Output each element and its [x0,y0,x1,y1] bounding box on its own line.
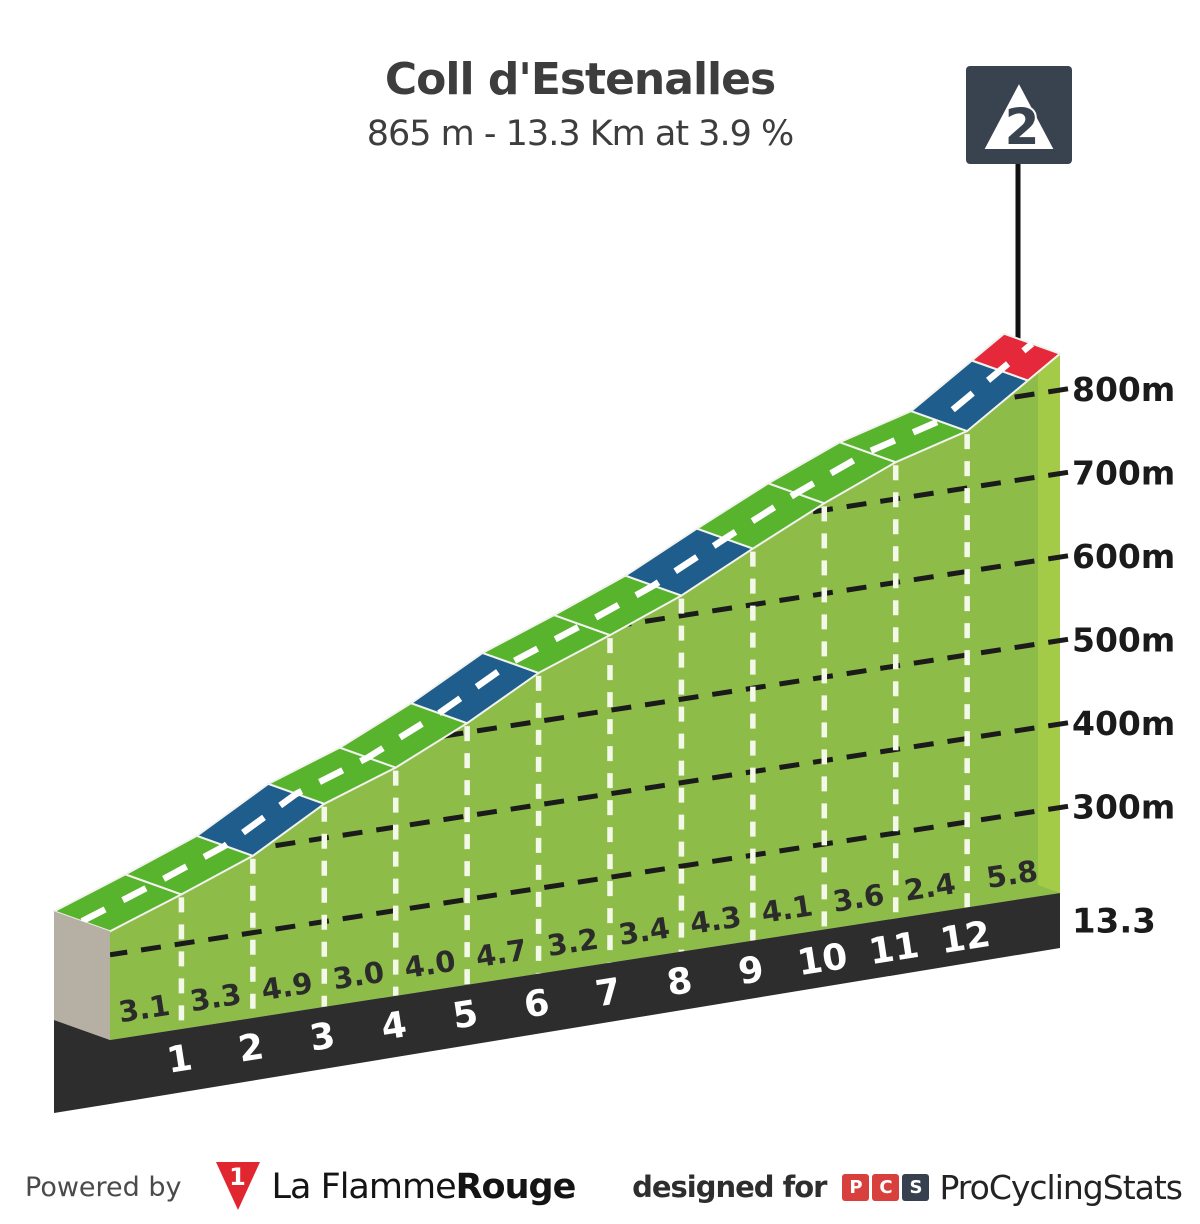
gradient-label-4.9: 4.9 [259,966,315,1007]
elevation-label-700m: 700m [1072,454,1175,493]
gradient-label-4.3: 4.3 [688,899,744,940]
gradient-label-4.0: 4.0 [402,944,458,985]
gradient-label-3.6: 3.6 [830,877,886,918]
km-number-7: 7 [593,971,624,1015]
elevation-label-800m: 800m [1072,370,1175,409]
elevation-label-600m: 600m [1072,537,1175,576]
brand-regular: La Flamme [271,1167,457,1207]
km-number-11: 11 [866,925,922,973]
end-distance-label: 13.3 [1072,902,1156,942]
km-number-6: 6 [521,982,552,1026]
left-cap-black [54,1020,110,1113]
gradient-label-3.3: 3.3 [188,977,244,1018]
designed-for-label: designed for [632,1170,827,1204]
gradient-label-3.0: 3.0 [330,955,386,996]
pcs-letter-c: C [872,1173,900,1201]
brand-bold: Rouge [455,1167,577,1207]
km-number-2: 2 [236,1026,267,1070]
lfr-mark: 1 [229,1163,246,1191]
gridline-400m [110,720,1069,874]
footer-left: Powered by 1 La FlammeRouge [25,1162,577,1212]
gradient-label-4.1: 4.1 [759,888,815,929]
km-number-8: 8 [664,960,695,1004]
km-number-1: 1 [164,1037,195,1081]
road-segment-12.85-13.3 [970,332,1061,382]
pcs-logo-icon: P C S [842,1173,930,1201]
elevation-label-300m: 300m [1072,788,1175,827]
km-band [110,893,1060,1104]
badge-category-number: 2 [1005,98,1040,156]
laflammerouge-logo-icon: 1 [215,1162,260,1212]
km-number-10: 10 [795,936,851,984]
procyclingstats-wordmark: ProCyclingStats [939,1167,1183,1207]
gridline-500m [110,636,1069,791]
km-number-4: 4 [378,1004,409,1048]
elevation-label-400m: 400m [1072,704,1175,743]
footer-right: designed for P C S ProCyclingStats [632,1167,1183,1207]
km-number-3: 3 [307,1015,338,1059]
gradient-label-3.2: 3.2 [545,922,601,963]
badge-triangle-icon [981,79,1057,151]
gridline-300m [110,803,1069,958]
km-number-12: 12 [937,914,993,962]
gradient-label-3.1: 3.1 [116,988,172,1029]
gradient-label-2.4: 2.4 [902,866,958,907]
footer: Powered by 1 La FlammeRouge designed for… [0,1156,1200,1218]
gradient-label-5.8: 5.8 [984,854,1040,895]
elevation-label-500m: 500m [1072,621,1175,660]
powered-by-label: Powered by [25,1171,182,1203]
km-number-9: 9 [736,949,767,993]
gradient-label-4.7: 4.7 [473,933,529,974]
gradient-label-3.4: 3.4 [616,910,672,951]
left-cap-gray [54,911,110,1040]
pcs-letter-p: P [842,1173,870,1201]
km-number-5: 5 [450,993,481,1037]
road-center-line [80,341,1035,925]
laflammerouge-wordmark: La FlammeRouge [271,1167,577,1207]
right-side-face [1038,345,1060,893]
pcs-letter-s: S [902,1173,930,1201]
red-triangle-icon [215,1162,260,1210]
